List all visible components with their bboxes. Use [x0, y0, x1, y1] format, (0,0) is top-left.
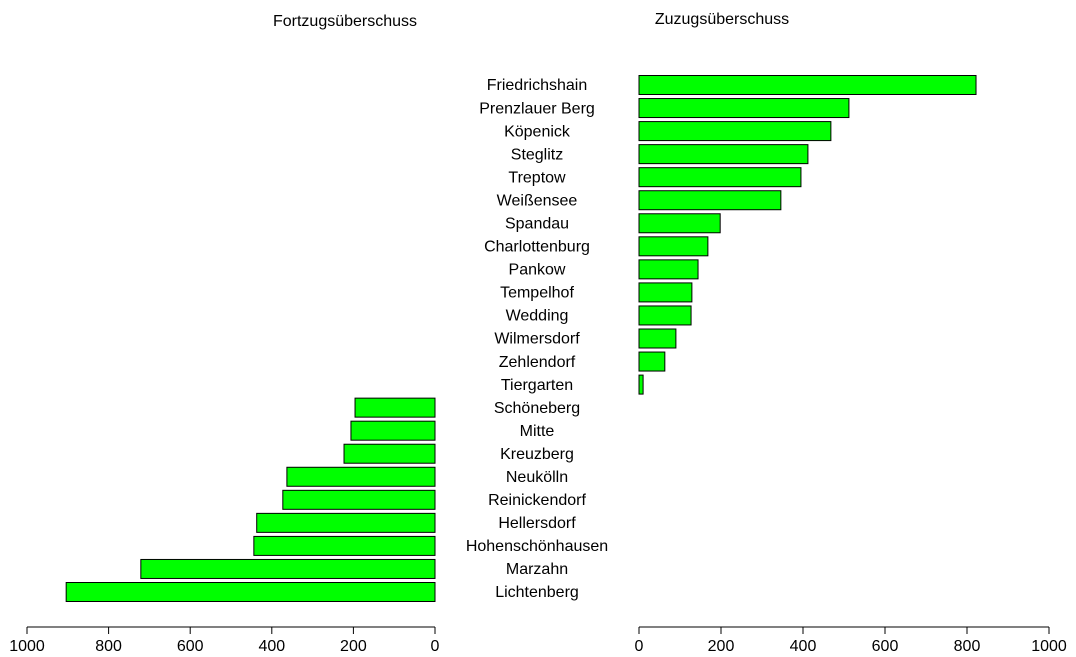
bar [638, 328, 677, 349]
bar [638, 259, 699, 280]
category-label: Spandau [505, 215, 569, 232]
bar [354, 397, 436, 418]
category-label: Tempelhof [500, 285, 574, 302]
bar [638, 351, 666, 372]
bar [638, 98, 850, 119]
category-label: Hohenschönhausen [466, 538, 608, 555]
category-label: Tiergarten [501, 377, 573, 394]
x-tick-label: 400 [258, 638, 285, 655]
category-label: Treptow [508, 169, 566, 186]
bar [638, 75, 977, 95]
category-label: Schöneberg [494, 400, 580, 417]
x-tick-label: 1000 [1031, 638, 1067, 655]
bar [282, 489, 436, 510]
category-label: Reinickendorf [488, 492, 586, 509]
x-tick-label: 800 [95, 638, 122, 655]
x-tick-label: 600 [872, 638, 899, 655]
category-label: Lichtenberg [495, 584, 579, 601]
category-label: Pankow [509, 262, 566, 279]
bar [140, 558, 436, 579]
category-label: Neukölln [506, 469, 568, 486]
bar [638, 190, 782, 211]
category-label: Charlottenburg [484, 239, 590, 256]
x-tick-label: 0 [635, 638, 644, 655]
bar [286, 466, 436, 487]
bar [638, 374, 644, 395]
x-tick-label: 0 [431, 638, 440, 655]
bar [65, 582, 436, 602]
chart-title: Fortzugsüberschuss [273, 13, 417, 30]
category-label: Steglitz [511, 146, 563, 163]
category-label: Mitte [520, 423, 555, 440]
bar [638, 236, 709, 257]
bar [343, 443, 436, 464]
chart-title: Zuzugsüberschuss [655, 11, 789, 28]
category-label: Marzahn [506, 561, 568, 578]
x-tick-label: 800 [954, 638, 981, 655]
bar [350, 420, 436, 441]
x-tick-label: 200 [340, 638, 367, 655]
category-label: Kreuzberg [500, 446, 574, 463]
bar [638, 121, 832, 142]
bar [638, 167, 802, 188]
category-label: Friedrichshain [487, 77, 587, 94]
category-label: Prenzlauer Berg [479, 100, 595, 117]
category-label: Zehlendorf [499, 354, 576, 371]
x-tick-label: 1000 [9, 638, 45, 655]
bar [256, 512, 436, 533]
bar [638, 305, 692, 326]
bar [638, 282, 693, 303]
bar [638, 144, 809, 165]
category-label: Hellersdorf [498, 515, 576, 532]
category-label: Wilmersdorf [494, 331, 580, 348]
x-tick-label: 400 [790, 638, 817, 655]
category-label: Wedding [506, 308, 569, 325]
category-label: Köpenick [504, 123, 571, 140]
bar [638, 213, 721, 234]
bar [253, 535, 436, 556]
x-tick-label: 600 [177, 638, 204, 655]
x-tick-label: 200 [708, 638, 735, 655]
category-label: Weißensee [497, 192, 578, 209]
